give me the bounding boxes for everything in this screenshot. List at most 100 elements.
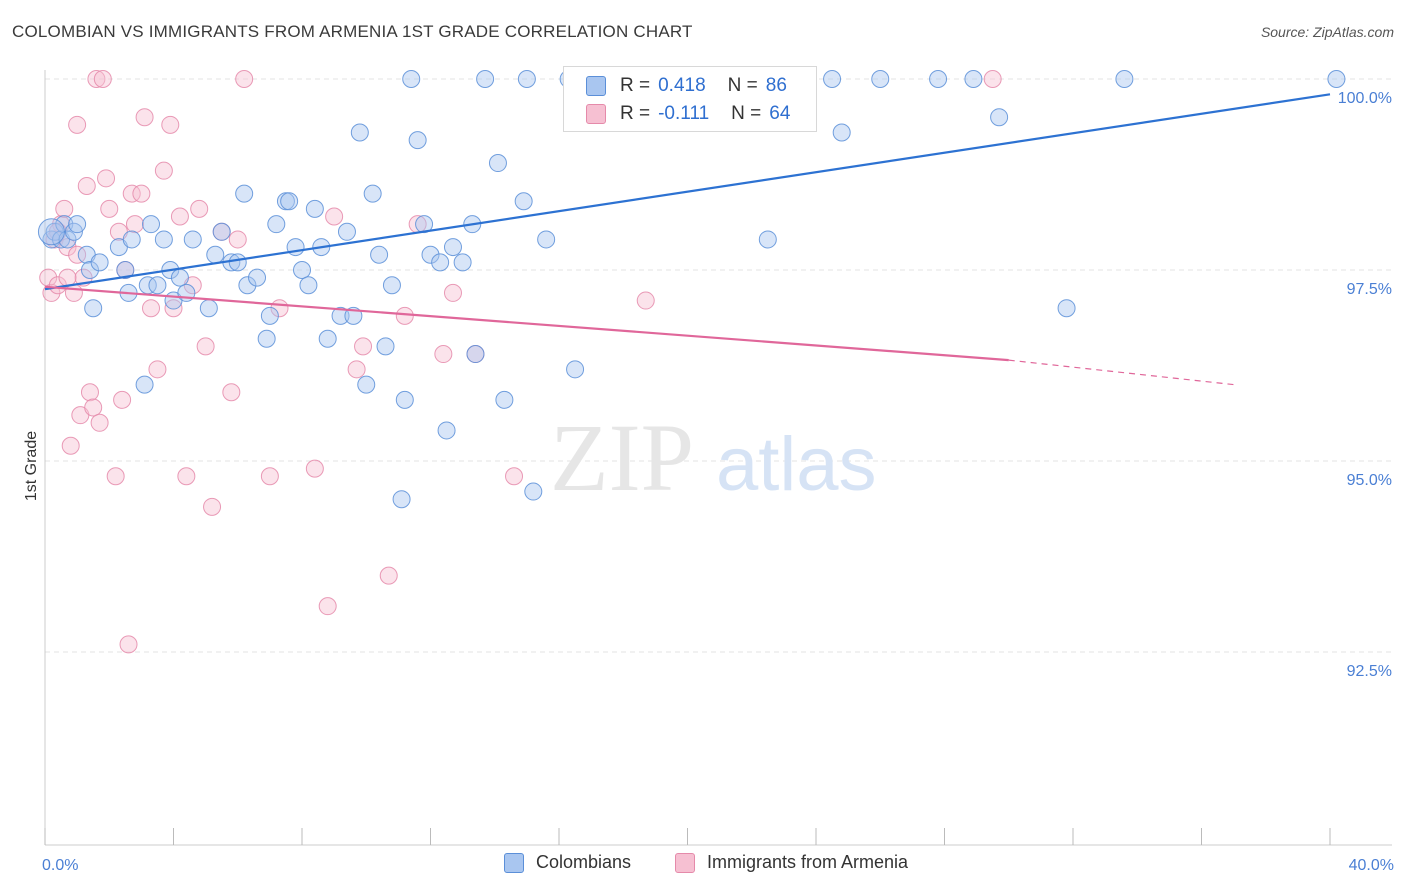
data-point (363, 184, 382, 203)
data-point (222, 383, 241, 402)
correlation-legend: R = 0.418 N = 86 R = -0.111 N = 64 (563, 66, 817, 132)
data-point (106, 467, 125, 486)
legend-row-armenia: R = -0.111 N = 64 (586, 101, 790, 127)
data-point (453, 253, 472, 272)
legend-n-value: 86 (765, 75, 787, 96)
data-point-cluster (37, 218, 65, 246)
bottom-legend-label: Immigrants from Armenia (707, 852, 909, 872)
data-point (177, 467, 196, 486)
data-point (113, 390, 132, 409)
data-point (206, 245, 225, 264)
data-point (68, 245, 87, 264)
data-point (238, 276, 257, 295)
data-point (58, 230, 77, 249)
data-point (257, 329, 276, 348)
y-tick-label: 95.0% (1347, 472, 1392, 489)
grid-layer: 100.0% 97.5% 95.0% 92.5% (45, 78, 1392, 680)
data-point (299, 276, 318, 295)
data-point (402, 70, 421, 88)
data-point (125, 215, 144, 234)
data-point (434, 345, 453, 364)
data-point (395, 390, 414, 409)
y-axis-label: 1st Grade (23, 431, 40, 501)
data-point (260, 467, 279, 486)
trend-line-armenia-extension (1008, 359, 1234, 386)
data-point (170, 268, 189, 287)
data-point (154, 161, 173, 180)
data-point (437, 421, 456, 440)
data-point (929, 70, 948, 88)
legend-r-value: -0.111 (658, 103, 710, 124)
data-point (350, 123, 369, 142)
data-point (325, 207, 344, 226)
data-point (1057, 299, 1076, 318)
data-point (58, 268, 77, 287)
data-point (376, 337, 395, 356)
data-point (871, 70, 890, 88)
data-point (90, 253, 109, 272)
trend-line-colombians (44, 93, 1331, 291)
data-point (58, 238, 77, 257)
data-point (1327, 70, 1346, 88)
data-point (183, 230, 202, 249)
bottom-legend-colombians[interactable]: Colombians (504, 852, 631, 873)
data-point (68, 215, 87, 234)
data-point (443, 238, 462, 257)
watermark-atlas: atlas (716, 422, 877, 507)
data-point (161, 115, 180, 134)
data-point (267, 215, 286, 234)
watermark: ZIP atlas (550, 404, 877, 511)
data-point (148, 276, 167, 295)
data-point (228, 253, 247, 272)
legend-swatch-pink (586, 104, 606, 124)
data-point (370, 245, 389, 264)
chart-title: COLOMBIAN VS IMMIGRANTS FROM ARMENIA 1ST… (12, 22, 693, 41)
data-point (142, 299, 161, 318)
data-point (235, 70, 254, 88)
data-point (97, 169, 116, 188)
x-tick-label: 0.0% (42, 857, 78, 874)
data-point (476, 70, 495, 88)
legend-r-label: R = (620, 75, 651, 96)
data-point (164, 299, 183, 318)
data-point (77, 176, 96, 195)
legend-swatch-pink (675, 852, 695, 873)
data-point (421, 245, 440, 264)
data-point (293, 261, 311, 279)
bottom-legend-label: Colombians (536, 852, 632, 872)
blue-points (37, 70, 1346, 509)
data-point (212, 222, 231, 241)
data-point (636, 291, 655, 310)
data-point (431, 253, 450, 272)
bottom-legend-armenia[interactable]: Immigrants from Armenia (675, 852, 908, 873)
data-point (318, 329, 337, 348)
data-point (408, 131, 427, 150)
legend-swatch-blue (504, 852, 524, 873)
x-tick-label: 40.0% (1349, 857, 1394, 874)
data-point (823, 70, 842, 88)
legend-n-label: N = (727, 75, 758, 96)
data-point (61, 436, 80, 455)
data-point (87, 70, 106, 88)
data-point (93, 70, 112, 88)
bottom-legend: Colombians Immigrants from Armenia (0, 852, 1406, 878)
data-point (990, 108, 1009, 127)
data-point (119, 635, 138, 654)
data-point (228, 230, 247, 249)
data-point (466, 345, 485, 364)
legend-r-label: R = (620, 103, 651, 124)
data-point (305, 199, 324, 218)
data-point (537, 230, 556, 249)
trend-line-armenia (44, 285, 1009, 362)
data-point (280, 192, 299, 211)
data-point (55, 199, 74, 218)
data-point (524, 482, 543, 501)
data-point (488, 154, 507, 173)
data-point (170, 207, 189, 226)
data-point (758, 230, 777, 249)
data-point (331, 306, 350, 325)
data-point (84, 398, 103, 417)
data-point (305, 459, 324, 478)
data-point (983, 70, 1002, 88)
data-point (382, 276, 401, 295)
